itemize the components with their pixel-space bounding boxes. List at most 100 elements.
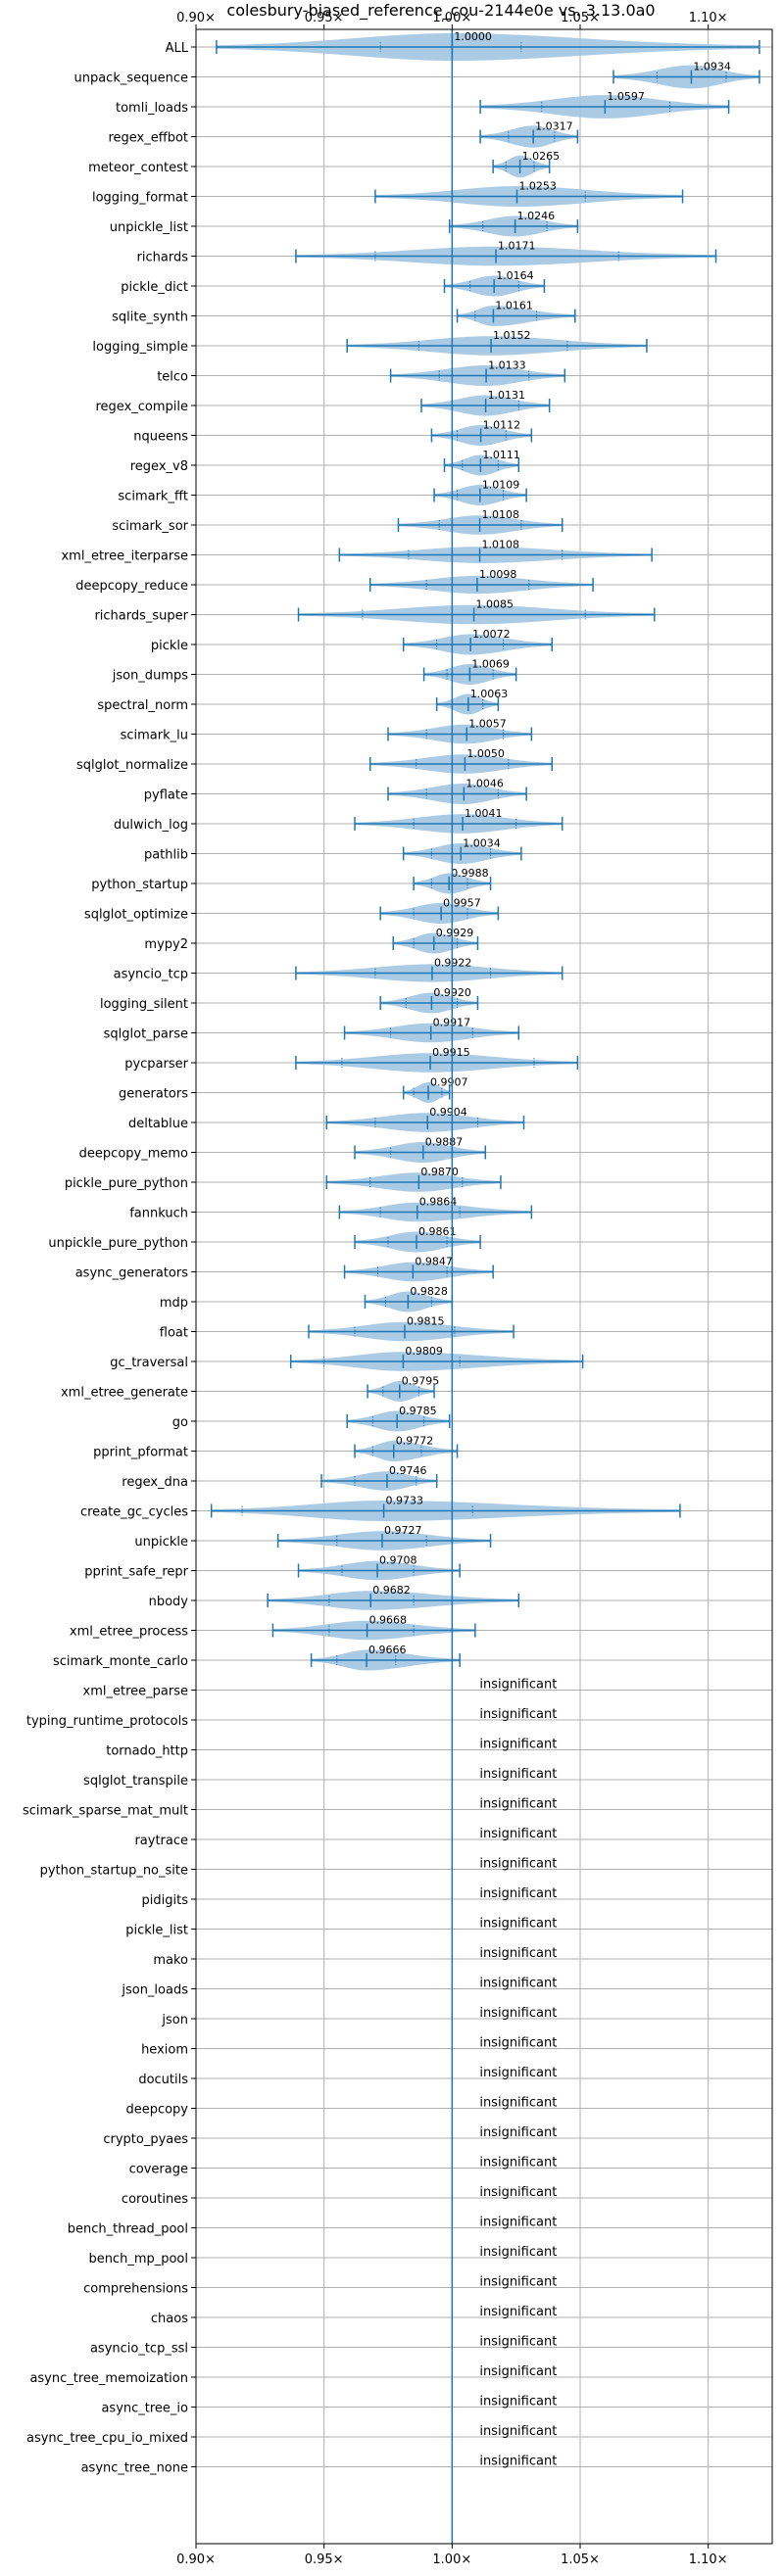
median-value-label: 0.9668	[369, 1614, 408, 1627]
labels-layer: ALL unpack_sequence tomli_loads regex_effbo…	[23, 11, 731, 2567]
insignificant-label: insignificant	[479, 2125, 557, 2140]
benchmark-name: logging_silent	[100, 997, 188, 1012]
benchmark-name: richards_super	[94, 609, 188, 624]
insignificant-label: insignificant	[479, 2156, 557, 2171]
chart-title: colesbury-biased_reference_cou-2144e0e v…	[226, 1, 655, 21]
median-value-label: 0.9887	[425, 1136, 464, 1149]
insignificant-label: insignificant	[479, 2216, 557, 2230]
benchmark-name: unpickle	[134, 1535, 188, 1550]
insignificant-label: insignificant	[479, 2185, 557, 2200]
median-value-label: 0.9772	[396, 1435, 434, 1448]
insignificant-label: insignificant	[479, 1917, 557, 1932]
benchmark-name: fannkuch	[129, 1207, 188, 1221]
median-value-label: 1.0108	[482, 539, 520, 551]
insignificant-label: insignificant	[479, 1946, 557, 1961]
benchmark-name: mako	[153, 1953, 188, 1968]
median-value-label: 1.0069	[471, 658, 510, 671]
median-value-label: 1.0063	[470, 688, 509, 700]
x-tick-label-top: 1.05×	[561, 11, 600, 25]
benchmark-name: regex_dna	[122, 1475, 188, 1490]
x-tick-label-top: 1.10×	[689, 11, 728, 25]
x-tick-label-bottom: 1.05×	[561, 2552, 600, 2567]
median-value-label: 1.0109	[482, 479, 520, 492]
insignificant-label: insignificant	[479, 1797, 557, 1812]
median-value-label: 0.9708	[379, 1554, 417, 1567]
benchmark-name: deepcopy	[125, 2103, 188, 2118]
median-value-label: 1.0111	[482, 449, 519, 461]
benchmark-name: async_generators	[75, 1266, 189, 1281]
benchmark-name: hexiom	[141, 2043, 188, 2058]
median-value-label: 0.9785	[399, 1405, 437, 1417]
median-value-label: 1.0072	[472, 628, 510, 641]
benchmark-name: mdp	[160, 1296, 188, 1311]
benchmark-name: pprint_pformat	[93, 1446, 188, 1460]
benchmark-name: pickle	[151, 639, 188, 653]
median-value-label: 1.0050	[466, 747, 505, 760]
benchmark-name: async_tree_memoization	[29, 2371, 188, 2386]
median-value-label: 0.9957	[443, 897, 481, 910]
x-tick-label-bottom: 1.10×	[689, 2552, 728, 2567]
benchmark-name: bench_mp_pool	[88, 2252, 188, 2266]
median-value-label: 1.0597	[607, 90, 645, 103]
benchmark-name: scimark_fft	[118, 490, 188, 504]
median-value-label: 0.9746	[389, 1464, 427, 1477]
median-value-label: 1.0934	[693, 61, 731, 73]
benchmark-name: dulwich_log	[114, 818, 188, 833]
median-value-label: 1.0112	[483, 419, 521, 432]
insignificant-label: insignificant	[479, 1678, 557, 1693]
benchmark-name: sqlglot_transpile	[83, 1774, 188, 1789]
benchmark-name: xml_etree_process	[70, 1625, 188, 1640]
median-value-label: 0.9682	[372, 1584, 411, 1597]
benchmark-name: xml_etree_iterparse	[61, 549, 188, 564]
insignificant-label: insignificant	[479, 1707, 557, 1722]
benchmark-name: raytrace	[134, 1834, 188, 1848]
median-value-label: 1.0131	[488, 389, 526, 402]
insignificant-label: insignificant	[479, 1886, 557, 1901]
median-value-label: 1.0152	[493, 329, 531, 342]
median-value-label: 1.0161	[495, 300, 532, 312]
benchmark-name: scimark_sor	[112, 519, 188, 534]
benchmark-name: pprint_safe_repr	[84, 1565, 188, 1580]
benchmark-name: json_loads	[121, 1983, 188, 1998]
benchmark-name: float	[160, 1326, 188, 1341]
median-value-label: 0.9809	[405, 1345, 443, 1358]
x-tick-label-bottom: 0.95×	[305, 2552, 344, 2567]
median-value-label: 1.0171	[498, 240, 536, 253]
benchmark-name: spectral_norm	[97, 698, 188, 713]
benchmark-name: unpack_sequence	[74, 72, 188, 86]
median-value-label: 1.0265	[522, 150, 561, 163]
benchmark-name: deepcopy_reduce	[75, 579, 188, 594]
benchmark-name: async_tree_io	[101, 2402, 188, 2416]
benchmark-name: docutils	[138, 2073, 188, 2087]
insignificant-label: insignificant	[479, 1857, 557, 1872]
benchmark-name: scimark_lu	[121, 729, 188, 743]
insignificant-label: insignificant	[479, 1767, 557, 1782]
insignificant-label: insignificant	[479, 2006, 557, 2021]
benchmark-name: regex_v8	[130, 459, 188, 474]
benchmark-name: coroutines	[122, 2192, 188, 2207]
insignificant-label: insignificant	[479, 2275, 557, 2290]
benchmark-name: scimark_monte_carlo	[53, 1654, 188, 1669]
benchmark-name: generators	[119, 1087, 188, 1102]
median-value-label: 1.0098	[479, 568, 516, 581]
benchmark-name: meteor_contest	[88, 161, 188, 175]
benchmark-name: json	[161, 2013, 188, 2027]
benchmark-name: create_gc_cycles	[80, 1505, 188, 1520]
benchmark-name: gc_traversal	[110, 1356, 188, 1370]
benchmark-name: pickle_list	[125, 1924, 188, 1938]
insignificant-label: insignificant	[479, 1977, 557, 1991]
benchmark-name: go	[172, 1415, 188, 1430]
median-value-label: 0.9988	[451, 867, 489, 880]
benchmark-name: nqueens	[133, 430, 188, 445]
x-tick-label-top: 0.95×	[305, 11, 344, 25]
insignificant-label: insignificant	[479, 2036, 557, 2051]
benchmark-name: bench_thread_pool	[68, 2222, 188, 2237]
median-value-label: 0.9922	[434, 957, 472, 970]
x-tick-label-top: 1.00×	[432, 11, 471, 25]
median-value-label: 0.9904	[429, 1106, 467, 1119]
median-value-label: 1.0164	[496, 269, 534, 282]
benchmark-name: comprehensions	[83, 2282, 188, 2297]
benchmark-name: sqlite_synth	[112, 310, 188, 325]
